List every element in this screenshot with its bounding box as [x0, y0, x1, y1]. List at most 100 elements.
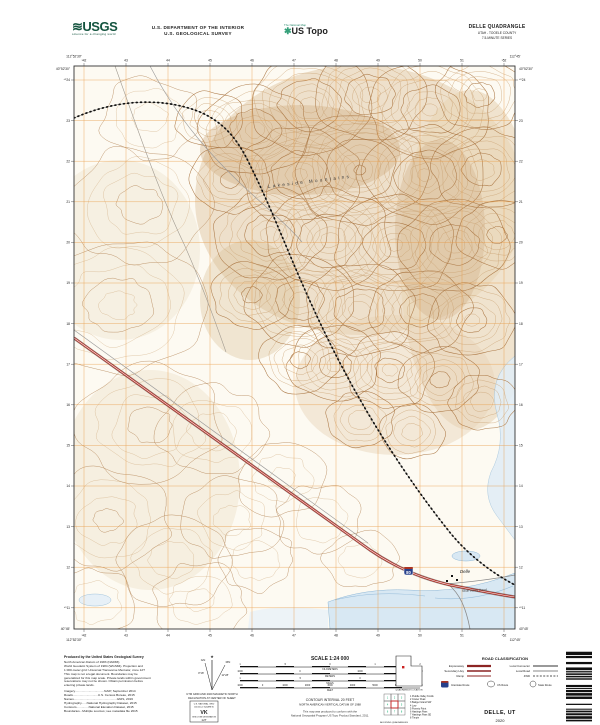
- adjoining-grid-number: 1: [387, 697, 389, 700]
- ustopo-star-icon: ✱: [284, 26, 292, 36]
- tick-label-bottom: 50: [418, 634, 422, 638]
- gn-angle: 0°18': [198, 671, 204, 675]
- source-line: Contours..............National Elevation…: [64, 704, 134, 709]
- tick-label-bottom: ³52: [502, 634, 507, 638]
- interstate-80-highway: [74, 336, 515, 599]
- tick-label-bottom: 44: [166, 634, 170, 638]
- credit-line: entering private lands.: [64, 683, 95, 688]
- scalebar-tick: 1000: [282, 684, 288, 687]
- road-class-item: Secondary Hwy: [444, 669, 464, 673]
- dept-line2: U.S. GEOLOGICAL SURVEY: [164, 31, 232, 36]
- tick-label-left: 12: [66, 565, 70, 569]
- road-class-item: Local Connector: [510, 664, 530, 668]
- road-class-item: Local Road: [516, 669, 531, 673]
- tick-label-left: 20: [66, 241, 70, 245]
- tick-label-right: 22: [519, 159, 523, 163]
- tick-label-bottom: 48: [334, 634, 338, 638]
- usgs-tagline: science for a changing world: [72, 32, 116, 36]
- scalebar-tick: 1: [239, 677, 241, 680]
- scalebar-tick: 3000: [327, 684, 333, 687]
- true-north-star-icon: ★: [210, 654, 214, 659]
- quad-location-dot: [402, 666, 405, 669]
- road-class-item: Ramp: [457, 674, 465, 678]
- us-route-shield-icon: [487, 680, 495, 688]
- standard-note1: This map was produced to conform with th…: [303, 710, 358, 714]
- tick-label-right: 17: [519, 362, 523, 366]
- tick-label-bottom: 51: [460, 634, 464, 638]
- tick-label-right: 20: [519, 241, 523, 245]
- source-line: Names...................................…: [64, 697, 133, 702]
- tick-label-bottom: 46: [250, 634, 254, 638]
- tick-label-top: 50: [418, 59, 422, 63]
- tick-label-left: 14: [66, 484, 70, 488]
- corner-se-lat: 40°45': [519, 627, 529, 631]
- magnetic-north-label: MN: [226, 660, 231, 664]
- scalebar-tick: 5000: [372, 684, 378, 687]
- road-class-item: 4WD: [524, 674, 530, 678]
- scalebar-tick: 1000: [237, 684, 243, 687]
- usng-square-id: VK: [200, 710, 207, 716]
- scalebar-tick: 1: [374, 663, 376, 666]
- adjoining-quad-name: 3 Badger Island SW: [410, 701, 432, 704]
- credit-line: generalized for this map scale. Private …: [64, 675, 151, 680]
- tick-label-top: 49: [376, 59, 380, 63]
- tick-label-left: 23: [66, 119, 70, 123]
- dept-line1: U.S. DEPARTMENT OF THE INTERIOR: [151, 25, 245, 30]
- scalebar-tick: 1: [239, 663, 241, 666]
- tick-label-bottom: 49: [376, 634, 380, 638]
- corner-se-lon: 112°45': [510, 638, 521, 642]
- scalebar-tick: 2: [419, 663, 421, 666]
- scalebar-tick: 0: [299, 670, 301, 673]
- usgs-wordmark: ≋USGS: [72, 19, 118, 34]
- road-label: Skull Valley Road: [462, 588, 487, 593]
- scalebar-tick: .5: [299, 677, 302, 680]
- tick-label-top: ³42: [82, 59, 87, 63]
- scalebar-tick: 2000: [305, 684, 311, 687]
- adjoining-grid-number: 4: [387, 704, 389, 707]
- credits-body: North American Datum of 1983 (NAD83) Worl…: [64, 659, 199, 688]
- tick-label-left: 18: [66, 322, 70, 326]
- tick-label-right: ⁴⁵24: [519, 78, 526, 82]
- usng-zone-caption: GRID ZONE DESIGNATION: [192, 716, 217, 719]
- standard-note2: National Geospatial Program US Topo Prod…: [291, 714, 369, 718]
- railroad-line: [74, 101, 515, 586]
- tick-label-bottom: 47: [292, 634, 296, 638]
- scalebar-tick: 0: [262, 684, 264, 687]
- scalebar-unit: KILOMETERS: [322, 668, 338, 671]
- production-credits: Produced by the United States Geological…: [64, 655, 199, 714]
- scalebar-tick: 4000: [350, 684, 356, 687]
- tick-label-left: 19: [66, 281, 70, 285]
- road-class-symbol-label: Interstate Route: [451, 683, 470, 687]
- tick-label-top: 45: [208, 59, 212, 63]
- quadrangle-location-caption: QUADRANGLE LOCATION: [396, 689, 423, 692]
- adjoining-grid-number: 5: [401, 704, 403, 707]
- town-label-delle: Delle: [460, 569, 471, 574]
- grid-ticks: [71, 63, 518, 632]
- source-line: Imagery.................................…: [64, 689, 136, 694]
- source-line: Boundaries...Multiple sources; see metad…: [64, 708, 138, 713]
- road-class-title: ROAD CLASSIFICATION: [482, 656, 528, 661]
- state-locator: QUADRANGLE LOCATION: [396, 655, 423, 692]
- tick-label-right: 21: [519, 200, 523, 204]
- contour-interval-note: CONTOUR INTERVAL 20 FEET: [306, 698, 354, 702]
- tick-label-right: 23: [519, 119, 523, 123]
- tick-label-left: 13: [66, 525, 70, 529]
- credit-line: North American Datum of 1983 (NAD83): [64, 659, 120, 664]
- scalebar-tick: 0: [329, 663, 331, 666]
- adjoining-caption: ADJOINING QUADRANGLES: [380, 721, 408, 724]
- adjoining-grid-number: 8: [401, 711, 403, 714]
- tick-label-right: ⁴⁵11: [519, 606, 525, 610]
- declination-diagram: ★ GN MN 0°18' 11°28' UTM GRID AND 2020 MAGNET…: [186, 654, 238, 700]
- declination-caption2: DECLINATION AT CENTER OF SHEET: [188, 696, 236, 700]
- grid-tick-labels: ³42 43 44 45 46 47 48 49 50 51 ³52 ³42 43 44 45 46 47 48 4…: [56, 55, 534, 643]
- tick-label-top: ³52: [502, 59, 507, 63]
- data-sources: Imagery.................................…: [64, 689, 199, 713]
- tick-label-bottom: 43: [124, 634, 128, 638]
- corner-ne-lat: 40°52'30": [519, 67, 534, 71]
- tick-label-left: 16: [66, 403, 70, 407]
- tick-label-left: ⁴⁵24: [64, 78, 71, 82]
- national-map-tagline: The National Map: [284, 23, 307, 27]
- credits-heading: Produced by the United States Geological…: [64, 655, 144, 659]
- tick-label-right: 13: [519, 525, 523, 529]
